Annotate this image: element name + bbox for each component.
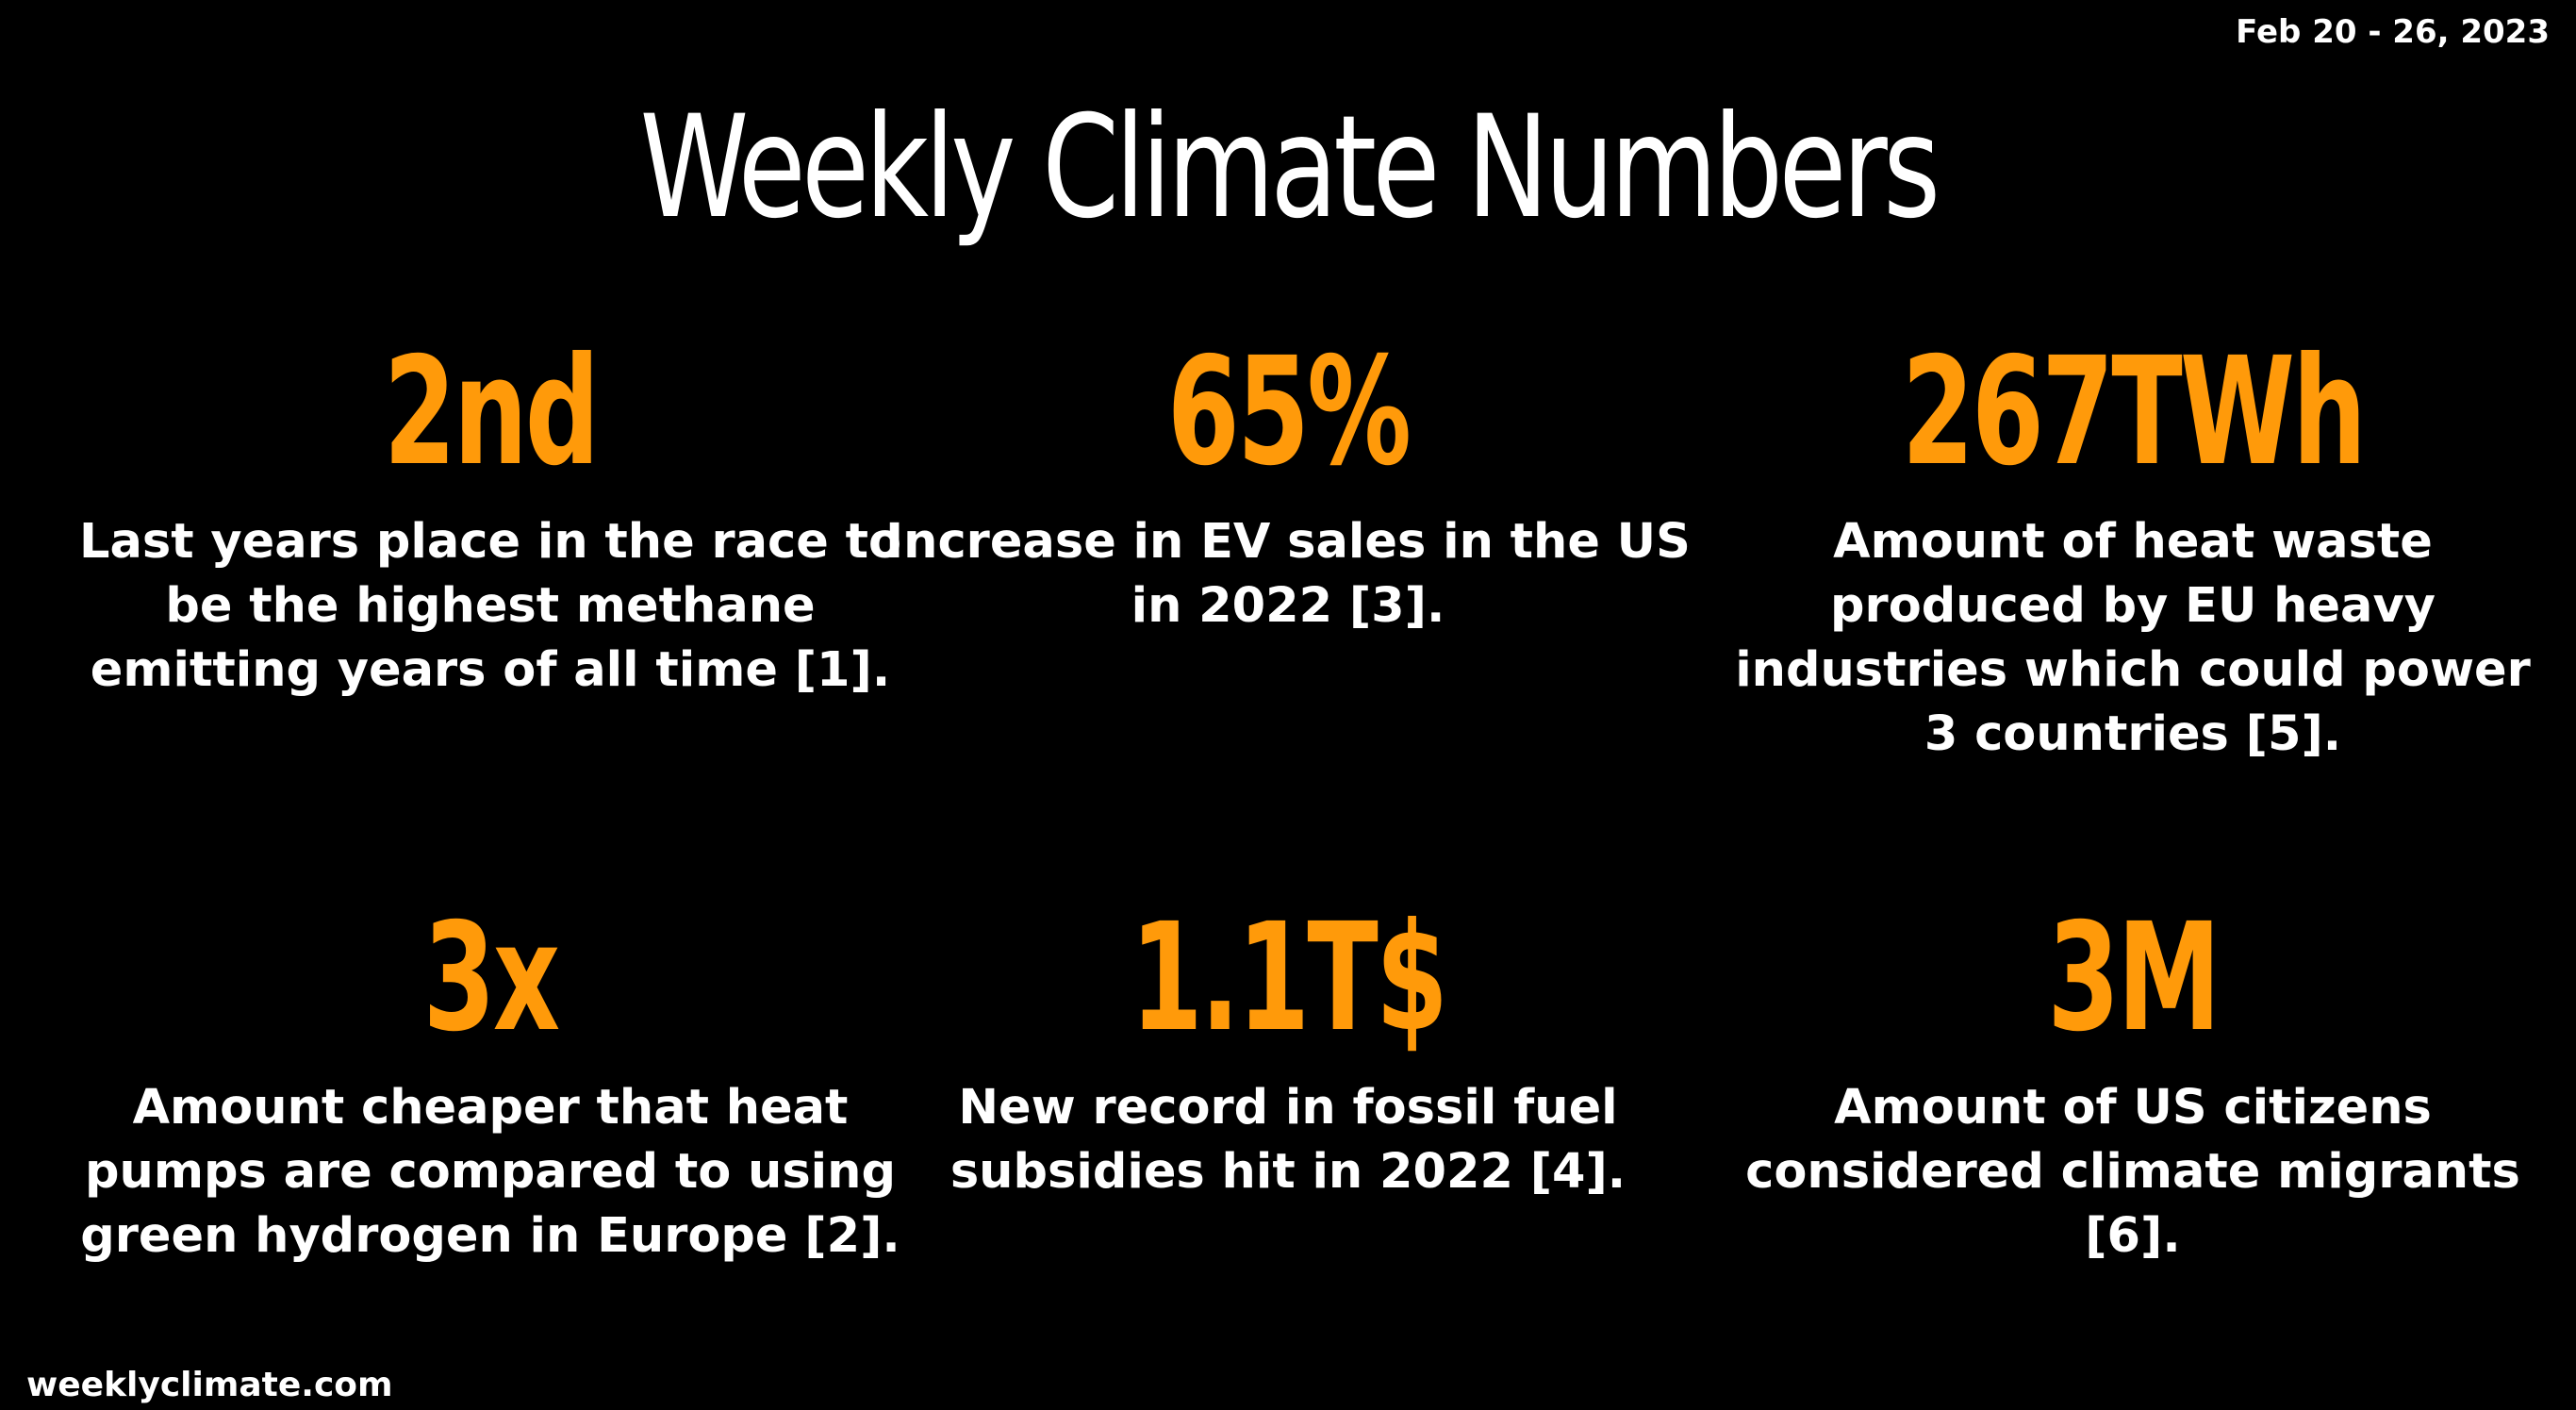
stat-description: Last years place in the race to be the h…: [78, 513, 902, 698]
stat-card-fossil-subsidies: 1.1T$ New record in fossil fuel subsidie…: [873, 891, 1703, 1204]
stat-value: 3x: [422, 891, 561, 1065]
stat-card-heat-waste: 267TWh Amount of heat waste produced by …: [1718, 325, 2548, 767]
stat-description: Amount of heat waste produced by EU heav…: [1735, 513, 2531, 762]
stat-value: 65%: [1166, 325, 1412, 499]
stat-description: New record in fossil fuel subsidies hit …: [949, 1079, 1627, 1200]
stat-description: Amount of US citizens considered climate…: [1745, 1079, 2520, 1264]
date-range: Feb 20 - 26, 2023: [2236, 13, 2550, 51]
stat-card-ev-sales: 65% Increase in EV sales in the US in 20…: [873, 325, 1703, 639]
page-title: Weekly Climate Numbers: [639, 86, 1941, 250]
stat-value: 267TWh: [1901, 325, 2367, 499]
stat-card-heat-pumps: 3x Amount cheaper that heat pumps are co…: [75, 891, 905, 1269]
stat-value: 2nd: [383, 325, 600, 499]
stat-card-climate-migrants: 3M Amount of US citizens considered clim…: [1718, 891, 2548, 1269]
footer-website: weeklyclimate.com: [26, 1366, 393, 1404]
stat-card-methane: 2nd Last years place in the race to be t…: [75, 325, 905, 703]
stat-value: 3M: [2047, 891, 2221, 1065]
stat-description: Increase in EV sales in the US in 2022 […: [885, 513, 1691, 634]
stat-value: 1.1T$: [1130, 891, 1448, 1065]
stat-description: Amount cheaper that heat pumps are compa…: [80, 1079, 900, 1264]
